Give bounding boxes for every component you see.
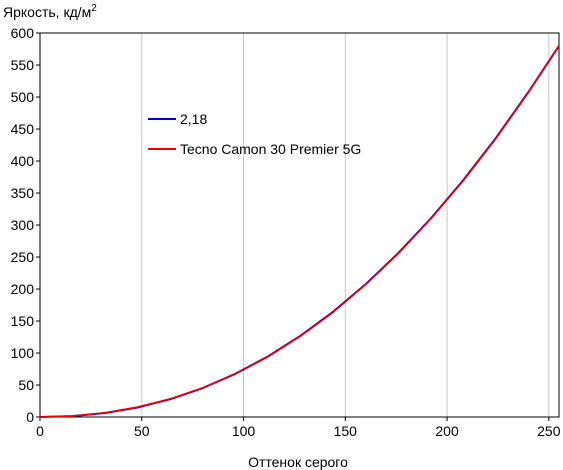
y-tick-label: 150 (11, 313, 35, 329)
y-tick-label: 250 (11, 249, 35, 265)
legend-label-1: 2,18 (180, 111, 207, 127)
x-tick-label: 100 (232, 423, 256, 439)
y-axis-label-superscript: 2 (91, 3, 97, 14)
x-tick-label: 200 (435, 423, 459, 439)
y-tick-label: 300 (11, 217, 35, 233)
series-line-1 (39, 45, 560, 418)
x-tick-label: 0 (36, 423, 44, 439)
y-tick-label: 450 (11, 121, 35, 137)
y-tick-label: 550 (11, 57, 35, 73)
y-tick-label: 100 (11, 345, 35, 361)
y-tick-label: 600 (11, 25, 35, 41)
y-tick-label: 200 (11, 281, 35, 297)
x-tick-label: 50 (134, 423, 150, 439)
series-layer (39, 45, 560, 418)
x-axis-label: Оттенок серого (248, 454, 348, 470)
axis-ticks: 0 50 100 150 200 250 0 50 100 150 200 250 300 350 400 4… (11, 25, 561, 439)
y-tick-label: 350 (11, 185, 35, 201)
plot-frame (39, 32, 560, 418)
legend: 2,18 Tecno Camon 30 Premier 5G (148, 111, 361, 157)
series-line-2 (39, 45, 560, 418)
x-tick-label: 150 (334, 423, 358, 439)
y-tick-label: 50 (18, 377, 34, 393)
legend-label-2: Tecno Camon 30 Premier 5G (180, 141, 361, 157)
y-axis-label: Яркость, кд/м2 (3, 3, 97, 20)
grid-lines (141, 33, 550, 417)
y-tick-label: 500 (11, 89, 35, 105)
y-tick-label: 400 (11, 153, 35, 169)
y-tick-label: 0 (26, 409, 34, 425)
x-tick-label: 250 (537, 423, 561, 439)
